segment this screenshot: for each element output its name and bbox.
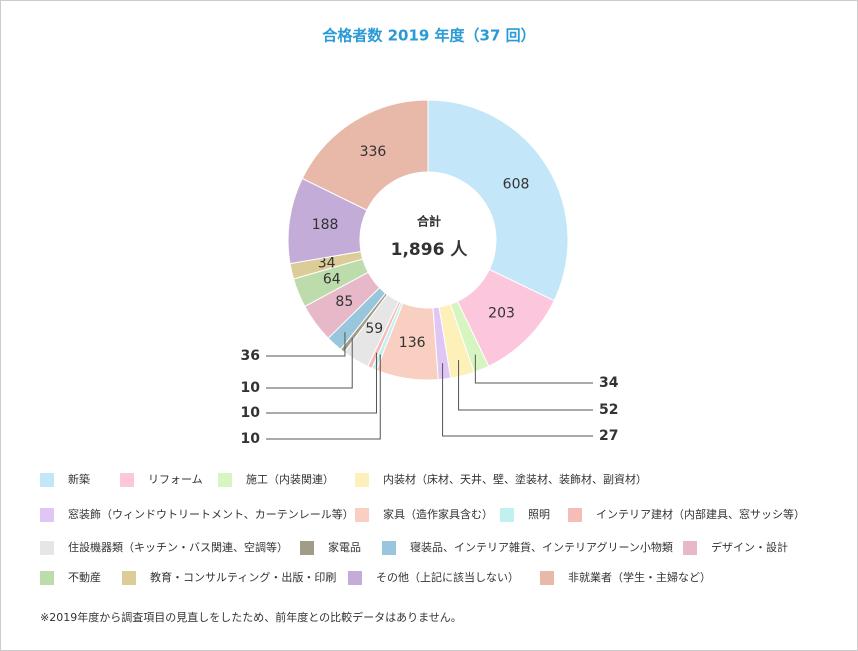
value-label: 203 (488, 306, 515, 322)
center-title: 合計 (417, 214, 441, 229)
legend-swatch (40, 541, 54, 555)
legend-label: 照明 (528, 508, 550, 521)
value-label: 10 (241, 380, 261, 396)
leader-line (266, 338, 353, 389)
legend-swatch (122, 571, 136, 585)
legend-label: 家電品 (328, 540, 361, 554)
value-label: 59 (365, 321, 383, 337)
slice (301, 99, 429, 211)
legend-swatch (300, 541, 314, 555)
legend-swatch (355, 508, 369, 522)
value-label: 608 (503, 177, 530, 193)
legend-label: インテリア建材（内部建具、窓サッシ等） (596, 507, 805, 521)
slice (427, 99, 569, 302)
note: ※2019年度から調査項目の見直しをしたため、前年度との比較データはありません。 (40, 610, 462, 624)
legend-label: 寝装品、インテリア雑貨、インテリアグリーン小物類 (410, 540, 673, 554)
legend-swatch (568, 508, 582, 522)
legend-label: 内装材（床材、天井、壁、塗装材、装飾材、副資材） (383, 472, 647, 486)
legend-swatch (348, 571, 362, 585)
value-label: 36 (241, 348, 260, 364)
legend-swatch (540, 571, 554, 585)
center-label: 1,896 人 (391, 240, 469, 260)
value-label: 85 (335, 294, 353, 310)
value-label: 136 (399, 335, 426, 351)
legend-label: 家具（造作家具含む） (383, 507, 493, 521)
legend-swatch (683, 541, 697, 555)
leader-line (474, 354, 593, 384)
legend-label: 施工（内装関連） (246, 472, 334, 486)
value-label: 34 (318, 255, 336, 271)
value-label: 336 (360, 144, 387, 160)
legend-swatch (500, 508, 514, 522)
legend-label: 新築 (68, 472, 90, 486)
value-label: 10 (241, 405, 261, 421)
legend-label: リフォーム (148, 473, 203, 486)
legend-swatch (382, 541, 396, 555)
leader-line (266, 354, 381, 440)
value-label: 64 (323, 271, 341, 287)
value-label: 27 (599, 428, 618, 444)
chart-title: 合格者数 2019 年度（37 回） (321, 27, 535, 45)
legend-swatch (120, 473, 134, 487)
legend-label: 教育・コンサルティング・出版・印刷 (150, 570, 336, 584)
legend-label: 窓装飾（ウィンドウトリートメント、カーテンレール等） (68, 507, 354, 521)
value-label: 188 (312, 217, 339, 233)
legend-label: デザイン・設計 (711, 540, 788, 554)
legend-label: 非就業者（学生・主婦など） (568, 570, 711, 584)
value-label: 34 (599, 375, 619, 391)
legend-swatch (40, 473, 54, 487)
leader-line (266, 352, 377, 414)
leader-line (458, 360, 593, 411)
leader-line (442, 363, 593, 437)
legend-swatch (40, 571, 54, 585)
legend-label: 不動産 (68, 570, 101, 584)
value-label: 10 (241, 431, 261, 447)
legend-swatch (218, 473, 232, 487)
value-label: 52 (599, 402, 618, 418)
legend-swatch (40, 508, 54, 522)
legend-label: その他（上記に該当しない） (376, 570, 519, 584)
legend-swatch (355, 473, 369, 487)
leader-line (266, 332, 346, 357)
legend-label: 住設機器類（キッチン・バス関連、空調等） (68, 540, 288, 554)
